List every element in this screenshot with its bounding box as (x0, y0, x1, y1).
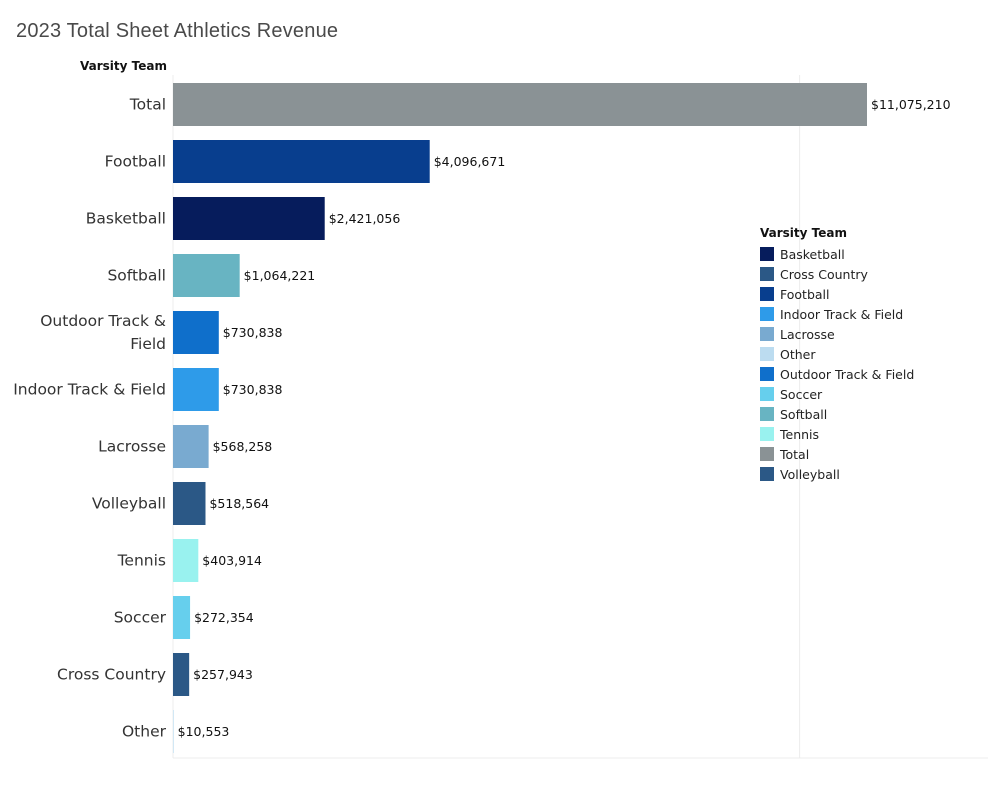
value-label: $4,096,671 (434, 154, 506, 169)
legend-item[interactable]: Soccer (760, 384, 914, 404)
row-header: Varsity Team (80, 59, 167, 73)
legend-label: Other (780, 346, 816, 362)
legend-label: Outdoor Track & Field (780, 366, 915, 382)
legend-label: Football (780, 286, 830, 302)
value-label: $518,564 (209, 496, 269, 511)
legend-swatch (760, 347, 774, 361)
legend-item[interactable]: Softball (760, 404, 914, 424)
category-label: Indoor Track & Field (13, 381, 166, 399)
bar-tennis (173, 539, 199, 582)
legend-item[interactable]: Outdoor Track & Field (760, 364, 914, 384)
legend-swatch (760, 287, 774, 301)
legend-swatch (760, 407, 774, 421)
legend-swatch (760, 467, 774, 481)
legend-item[interactable]: Cross Country (760, 264, 914, 284)
legend-label: Indoor Track & Field (780, 306, 904, 322)
legend-item[interactable]: Volleyball (760, 464, 914, 484)
legend-item[interactable]: Indoor Track & Field (760, 304, 914, 324)
legend-label: Total (780, 446, 810, 462)
bar-indoor-track-field (173, 368, 219, 411)
value-label: $11,075,210 (871, 97, 951, 112)
bar-other (173, 710, 174, 753)
bar-softball (173, 254, 240, 297)
bar-basketball (173, 197, 325, 240)
category-labels: Total Football Basketball Softball Outdoor T… (13, 96, 166, 741)
legend-swatch (760, 267, 774, 281)
bar-volleyball (173, 482, 206, 525)
bars (173, 83, 867, 753)
legend-title: Varsity Team (760, 226, 847, 240)
legend-label: Tennis (780, 426, 820, 442)
value-label: $257,943 (193, 667, 253, 682)
legend-item[interactable]: Tennis (760, 424, 914, 444)
category-label: Football (105, 153, 166, 171)
legend-item[interactable]: Basketball (760, 244, 914, 264)
legend-swatch (760, 367, 774, 381)
category-label: Cross Country (57, 666, 166, 684)
category-label: Total (129, 96, 166, 114)
category-label: Outdoor Track & Field (40, 312, 166, 353)
category-label: Tennis (117, 552, 166, 570)
bar-football (173, 140, 430, 183)
value-label: $2,421,056 (329, 211, 401, 226)
bar-lacrosse (173, 425, 209, 468)
legend-swatch (760, 447, 774, 461)
category-label: Other (122, 723, 167, 741)
legend: Varsity Team Basketball Cross Country Foot… (760, 226, 914, 484)
legend-item[interactable]: Football (760, 284, 914, 304)
bar-outdoor-track-field (173, 311, 219, 354)
category-label: Softball (107, 267, 166, 285)
legend-item[interactable]: Total (760, 444, 914, 464)
legend-swatch (760, 427, 774, 441)
chart-title: 2023 Total Sheet Athletics Revenue (16, 20, 339, 42)
gridlines (172, 75, 988, 759)
bar-total (173, 83, 867, 126)
value-label: $568,258 (213, 439, 273, 454)
legend-label: Volleyball (780, 466, 840, 482)
legend-label: Soccer (780, 386, 823, 402)
value-labels: $11,075,210 $4,096,671 $2,421,056 $1,064,22… (178, 97, 951, 739)
value-label: $403,914 (202, 553, 262, 568)
value-label: $272,354 (194, 610, 254, 625)
legend-label: Softball (780, 406, 828, 422)
legend-swatch (760, 327, 774, 341)
value-label: $730,838 (223, 382, 283, 397)
legend-items: Basketball Cross Country Football Indoor Tr… (760, 244, 914, 484)
legend-swatch (760, 387, 774, 401)
legend-item[interactable]: Other (760, 344, 914, 364)
bar-cross-country (173, 653, 190, 696)
category-label: Basketball (86, 210, 166, 228)
category-label: Volleyball (92, 495, 166, 513)
value-label: $10,553 (178, 724, 230, 739)
legend-swatch (760, 307, 774, 321)
legend-swatch (760, 247, 774, 261)
bar-soccer (173, 596, 191, 639)
category-label: Lacrosse (98, 438, 166, 456)
value-label: $1,064,221 (244, 268, 316, 283)
category-label: Soccer (114, 609, 167, 627)
legend-item[interactable]: Lacrosse (760, 324, 914, 344)
legend-label: Basketball (780, 246, 845, 262)
legend-label: Lacrosse (780, 326, 835, 342)
legend-label: Cross Country (780, 266, 868, 282)
value-label: $730,838 (223, 325, 283, 340)
